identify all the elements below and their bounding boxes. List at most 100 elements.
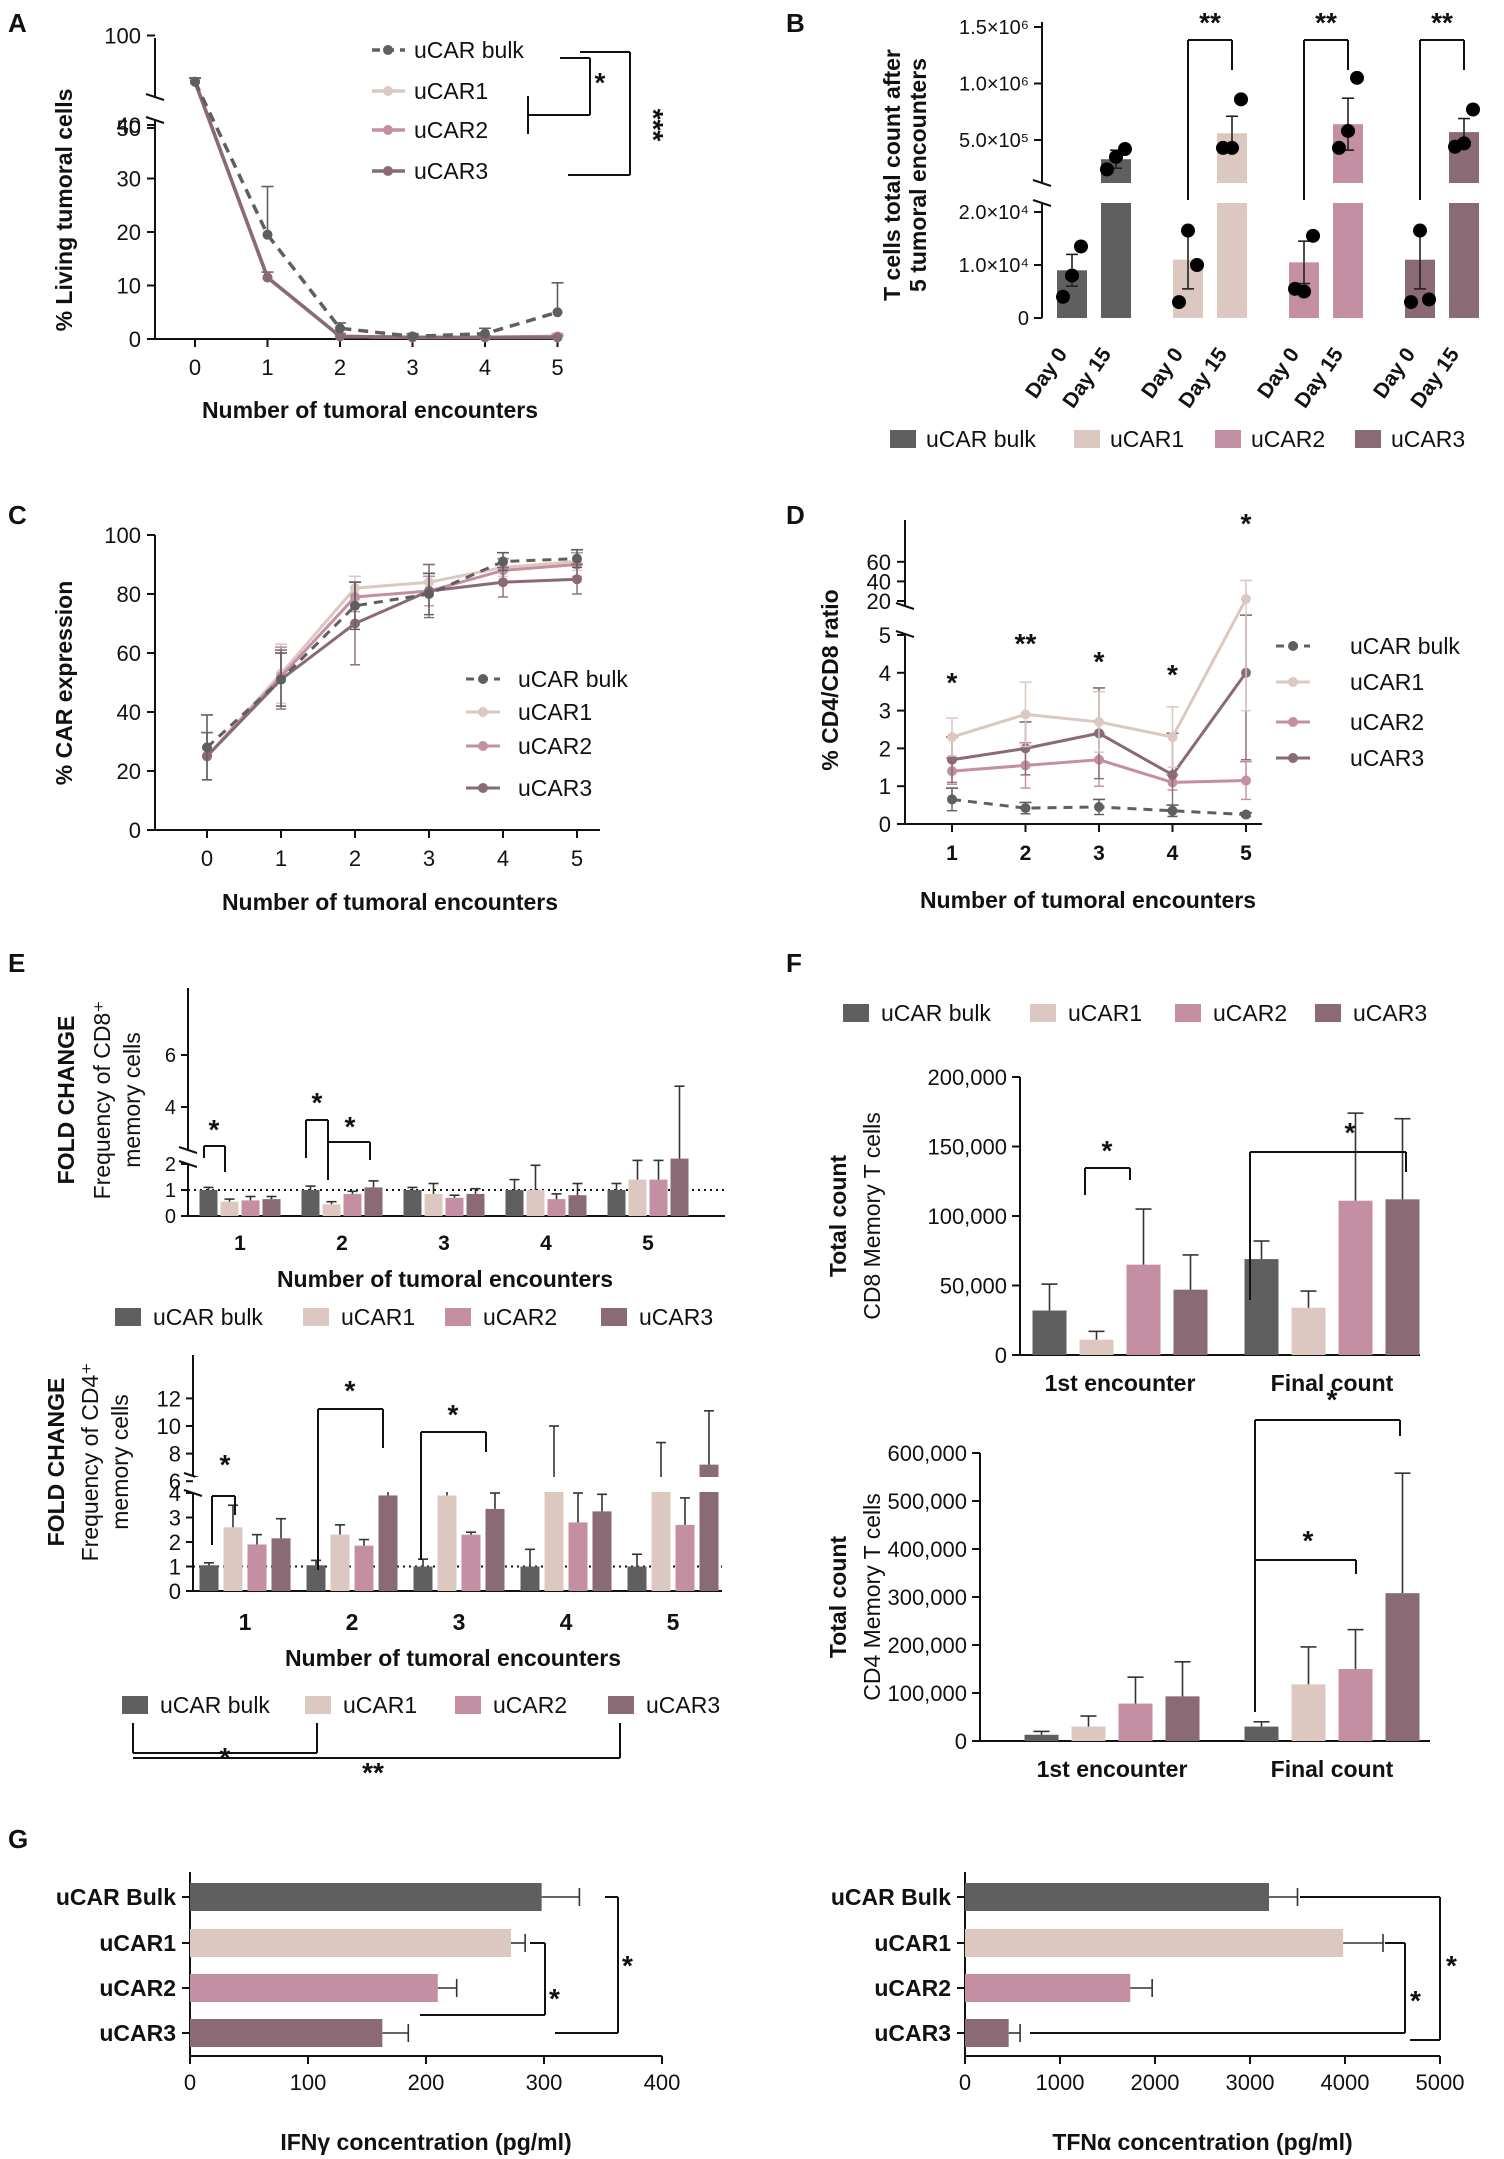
legend-marker-ucar1 [1288, 677, 1298, 687]
x-tick-label: 4 [497, 846, 509, 871]
x-tick-label: 0 [184, 2070, 196, 2095]
bar-ucar3-4 [592, 1511, 612, 1591]
y-tick-label: 100 [104, 24, 141, 49]
legend-label-ucar2: uCAR2 [1251, 426, 1325, 452]
legend-marker-ucar3 [1288, 753, 1298, 763]
significance-star: * [345, 1375, 356, 1406]
y-tick-label: 300,000 [887, 1585, 967, 1610]
axis-break [145, 93, 165, 101]
bar-ucar1-first [1071, 1726, 1106, 1741]
y-tick-label: 5 [879, 623, 891, 648]
data-point-ucar-bulk [276, 674, 286, 685]
bar-ucar1-1 [223, 1527, 243, 1591]
data-point-ucar-bulk [424, 589, 434, 599]
y-axis-title: FOLD CHANGE [43, 1378, 69, 1547]
x-tick-label: 3000 [1226, 2070, 1275, 2095]
x-tick-label: 1 [946, 842, 958, 865]
bar-ucar3-final [1385, 1593, 1420, 1741]
y-tick-label: uCAR Bulk [56, 1884, 176, 1910]
significance-star: *** [638, 109, 669, 142]
x-tick-label: 5 [667, 1609, 680, 1635]
significance-star: * [1345, 1117, 1356, 1148]
data-point [1457, 136, 1471, 151]
x-tick-label: 1 [261, 355, 273, 380]
legend-marker-ucar2 [383, 125, 393, 135]
y-tick-label: 10 [157, 1414, 181, 1439]
data-point [1109, 149, 1123, 164]
legend-label-ucar1: uCAR1 [414, 78, 488, 104]
legend-label-ucar-bulk: uCAR bulk [153, 1304, 263, 1330]
x-tick-label: Final count [1271, 1756, 1394, 1782]
significance-star: * [1303, 1525, 1314, 1556]
data-point [1306, 228, 1320, 243]
bar-ucar3-first [1165, 1696, 1200, 1741]
y-axis-subtitle: memory cells [119, 1032, 145, 1167]
legend-marker-ucar2 [1288, 717, 1298, 727]
y-tick-label: 5.0×10⁵ [959, 130, 1029, 152]
significance-star: * [595, 67, 606, 98]
significance-star: * [549, 1983, 560, 2014]
legend-swatch-ucar1 [1030, 1004, 1056, 1022]
y-tick-label: 0 [1018, 308, 1029, 330]
x-axis-title: Number of tumoral encounters [920, 887, 1256, 913]
x-tick-label: 4000 [1321, 2070, 1370, 2095]
bar-ucar3-final [1385, 1199, 1420, 1355]
x-tick-label: 0 [201, 846, 213, 871]
data-point [1413, 223, 1427, 238]
y-tick-label: uCAR2 [874, 1975, 951, 2001]
y-tick-label: uCAR3 [874, 2020, 951, 2046]
legend-label-ucar1: uCAR1 [343, 1692, 417, 1718]
bar-ucar3-5 [699, 1464, 719, 1591]
panel-b: 0 1.0×10⁴ 2.0×10⁴ 5.0×10⁵ 1.0×10⁶ 1.5×10⁶ T ce… [879, 7, 1481, 452]
panel-letter-g: G [8, 1824, 28, 1854]
x-tick-label: 1st encounter [1045, 1370, 1196, 1396]
significance-star: * [220, 1449, 231, 1480]
y-tick-label: 200,000 [887, 1633, 967, 1658]
x-tick-label: 5 [642, 1232, 654, 1255]
bar-ucar2-final [1338, 1200, 1373, 1355]
y-tick-label: 12 [157, 1386, 181, 1411]
bar-ucar3-5 [670, 1158, 689, 1216]
y-tick-label: 0 [955, 1729, 967, 1754]
bar-ucar3-3 [485, 1508, 505, 1591]
legend-label-ucar1: uCAR1 [1350, 669, 1424, 695]
data-point-ucar-bulk [572, 553, 582, 564]
data-point [1332, 140, 1346, 155]
x-tick-label: 5 [571, 846, 583, 871]
series-line-ucar2 [205, 563, 578, 758]
legend-marker-ucar1 [478, 707, 488, 717]
legend-label-ucar3: uCAR3 [414, 158, 488, 184]
significance-star: * [1410, 1985, 1421, 2016]
series-line-ucar-bulk [193, 81, 558, 339]
data-point [1466, 102, 1480, 117]
y-tick-label: 40 [117, 700, 141, 725]
significance-star: ** [1199, 7, 1221, 38]
x-tick-label: 3 [423, 846, 435, 871]
legend-label-ucar2: uCAR2 [1213, 1000, 1287, 1026]
legend-label-ucar1: uCAR1 [518, 699, 592, 725]
y-axis-title: Total count [825, 1536, 851, 1659]
data-point [1341, 123, 1355, 138]
y-tick-label: 60 [117, 641, 141, 666]
legend-marker-ucar-bulk [383, 45, 393, 55]
data-point [1056, 289, 1070, 304]
data-point [1074, 239, 1088, 254]
legend-swatch-ucar2 [455, 1696, 481, 1714]
bar-ucar1-5 [628, 1179, 647, 1216]
y-axis-title: 5 tumoral encounters [905, 58, 931, 292]
bar-ucar1-3 [424, 1193, 443, 1216]
legend-label-ucar3: uCAR3 [1350, 745, 1424, 771]
legend-label-ucar3: uCAR3 [639, 1304, 713, 1330]
legend-swatch-ucar-bulk [890, 430, 916, 448]
y-tick-label: 600,000 [887, 1441, 967, 1466]
bar-ucar3 [190, 2019, 383, 2047]
data-point-ucar-bulk [1241, 809, 1251, 820]
x-axis-title: Number of tumoral encounters [222, 889, 558, 915]
legend-label-ucar1: uCAR1 [341, 1304, 415, 1330]
bar-ucar2-1 [247, 1544, 267, 1591]
bar-ucar1 [965, 1929, 1344, 1957]
x-tick-label: 5 [551, 355, 563, 380]
x-axis-title: TFNα concentration (pg/ml) [1052, 2129, 1352, 2155]
y-tick-label: 20 [117, 759, 141, 784]
bar-ucar2-5 [649, 1179, 668, 1216]
